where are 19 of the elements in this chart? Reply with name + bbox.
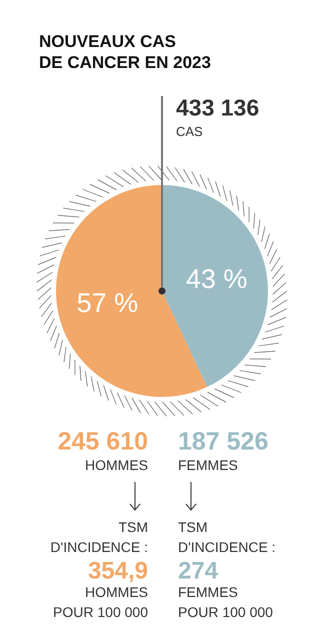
text: FEMMES xyxy=(178,457,238,473)
chart-title: NOUVEAUX CAS DE CANCER EN 2023 xyxy=(39,32,211,72)
text: TSM xyxy=(118,519,148,535)
data-label: 57 % xyxy=(76,288,138,318)
text: 274 xyxy=(178,558,219,584)
text: HOMMES xyxy=(85,457,148,473)
text: D'INCIDENCE : xyxy=(178,539,276,555)
text: HOMMES xyxy=(85,584,148,600)
text: 187 526 xyxy=(178,428,268,456)
data-label: 43 % xyxy=(186,264,248,294)
text: 433 136 xyxy=(176,94,260,120)
text: POUR 100 000 xyxy=(178,604,274,620)
text: D'INCIDENCE : xyxy=(50,539,148,555)
text: 245 610 xyxy=(58,428,148,456)
text: CAS xyxy=(176,124,204,139)
text: POUR 100 000 xyxy=(53,604,148,620)
text: 354,9 xyxy=(88,558,148,584)
text: TSM xyxy=(178,519,208,535)
text: FEMMES xyxy=(178,584,238,600)
